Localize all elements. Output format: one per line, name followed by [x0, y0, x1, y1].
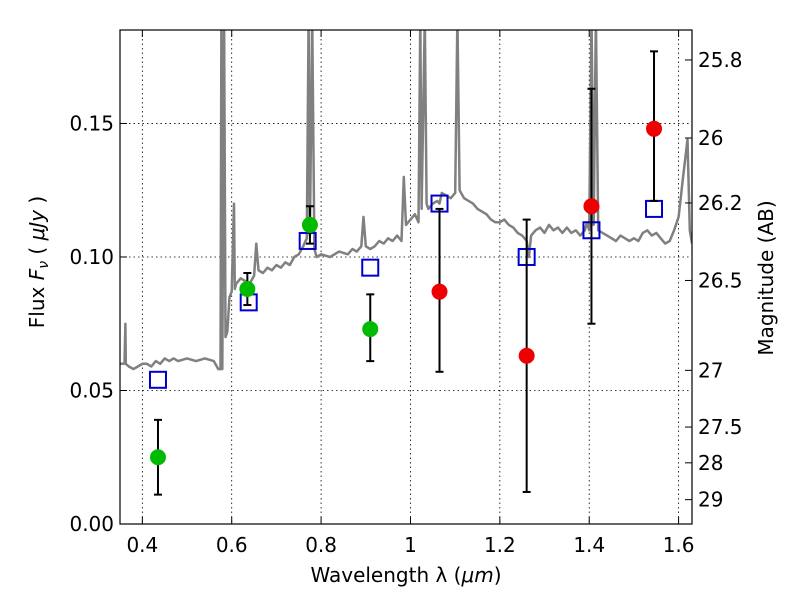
x-axis: 0.4 0.6 0.8 1 1.2 1.4 1.6	[126, 30, 695, 557]
y-axis-label: Flux Fν ( μJy )	[25, 196, 52, 328]
observed-point	[583, 198, 600, 215]
y-tick-label: 0.15	[69, 111, 114, 135]
magnitude-tick-label: 26.5	[698, 268, 743, 292]
y-axis: 0.00 0.05 0.10 0.15	[69, 111, 127, 536]
magnitude-axis: 25.8 26 26.2 26.5 27 27.5 28 29	[685, 48, 743, 512]
x-tick-label: 1.6	[663, 533, 695, 557]
spectrum-layer	[120, 30, 692, 371]
observed-point	[431, 283, 448, 300]
magnitude-tick-label: 25.8	[698, 48, 743, 72]
magnitude-tick-label: 26	[698, 126, 723, 150]
model-point	[298, 231, 317, 250]
x-axis-label: Wavelength λ (μm)	[310, 563, 501, 587]
observed-point	[518, 347, 535, 364]
x-tick-label: 0.6	[216, 533, 248, 557]
observed-point	[239, 281, 256, 298]
x-tick-label: 1	[404, 533, 417, 557]
magnitude-tick-label: 27	[698, 358, 723, 382]
observed-point	[362, 321, 379, 338]
x-tick-label: 1.4	[573, 533, 605, 557]
x-tick-label: 0.8	[305, 533, 337, 557]
model-point	[361, 258, 380, 277]
y-tick-label: 0.10	[69, 245, 114, 269]
magnitude-tick-label: 28	[698, 451, 723, 475]
observed-point	[301, 216, 318, 233]
magnitude-axis-label: Magnitude (AB)	[754, 200, 778, 355]
observed-point	[646, 120, 663, 137]
magnitude-tick-label: 26.2	[698, 191, 743, 215]
spectrum-line	[120, 30, 692, 371]
y-tick-label: 0.00	[69, 512, 114, 536]
observed-points	[149, 50, 663, 496]
magnitude-tick-label: 27.5	[698, 415, 743, 439]
observed-point	[149, 449, 166, 466]
x-tick-label: 1.2	[484, 533, 516, 557]
magnitude-tick-label: 29	[698, 488, 723, 512]
model-point	[148, 370, 167, 389]
y-tick-label: 0.05	[69, 378, 114, 402]
plot-frame	[119, 29, 693, 525]
x-tick-label: 0.4	[126, 533, 158, 557]
